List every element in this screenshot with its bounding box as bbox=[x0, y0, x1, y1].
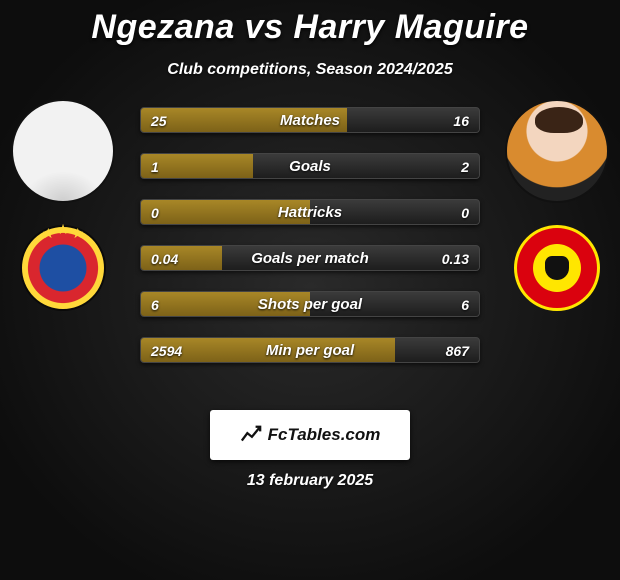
right-player-column bbox=[502, 99, 612, 311]
stat-label: Goals per match bbox=[141, 246, 479, 271]
watermark-badge: FcTables.com bbox=[210, 410, 410, 460]
stat-bar: 12Goals bbox=[140, 153, 480, 179]
left-player-photo bbox=[11, 99, 115, 203]
left-club-crest: ★ bbox=[20, 225, 106, 311]
stat-label: Shots per goal bbox=[141, 292, 479, 317]
stat-bars: 2516Matches 12Goals 00Hattricks 0.040.13Goa… bbox=[140, 107, 480, 383]
stat-label: Hattricks bbox=[141, 200, 479, 225]
stat-bar: 00Hattricks bbox=[140, 199, 480, 225]
star-icon: ★ bbox=[22, 221, 104, 238]
stat-label: Goals bbox=[141, 154, 479, 179]
stat-label: Matches bbox=[141, 108, 479, 133]
date-label: 13 february 2025 bbox=[0, 472, 620, 490]
page-title: Ngezana vs Harry Maguire bbox=[0, 0, 620, 47]
stat-bar: 2516Matches bbox=[140, 107, 480, 133]
stat-bar: 0.040.13Goals per match bbox=[140, 245, 480, 271]
stat-label: Min per goal bbox=[141, 338, 479, 363]
right-club-crest bbox=[514, 225, 600, 311]
left-player-column: ★ bbox=[8, 99, 118, 311]
chart-icon bbox=[240, 424, 262, 446]
subtitle: Club competitions, Season 2024/2025 bbox=[0, 61, 620, 79]
watermark-text: FcTables.com bbox=[268, 425, 381, 445]
stat-bar: 66Shots per goal bbox=[140, 291, 480, 317]
right-player-photo bbox=[505, 99, 609, 203]
stat-bar: 2594867Min per goal bbox=[140, 337, 480, 363]
